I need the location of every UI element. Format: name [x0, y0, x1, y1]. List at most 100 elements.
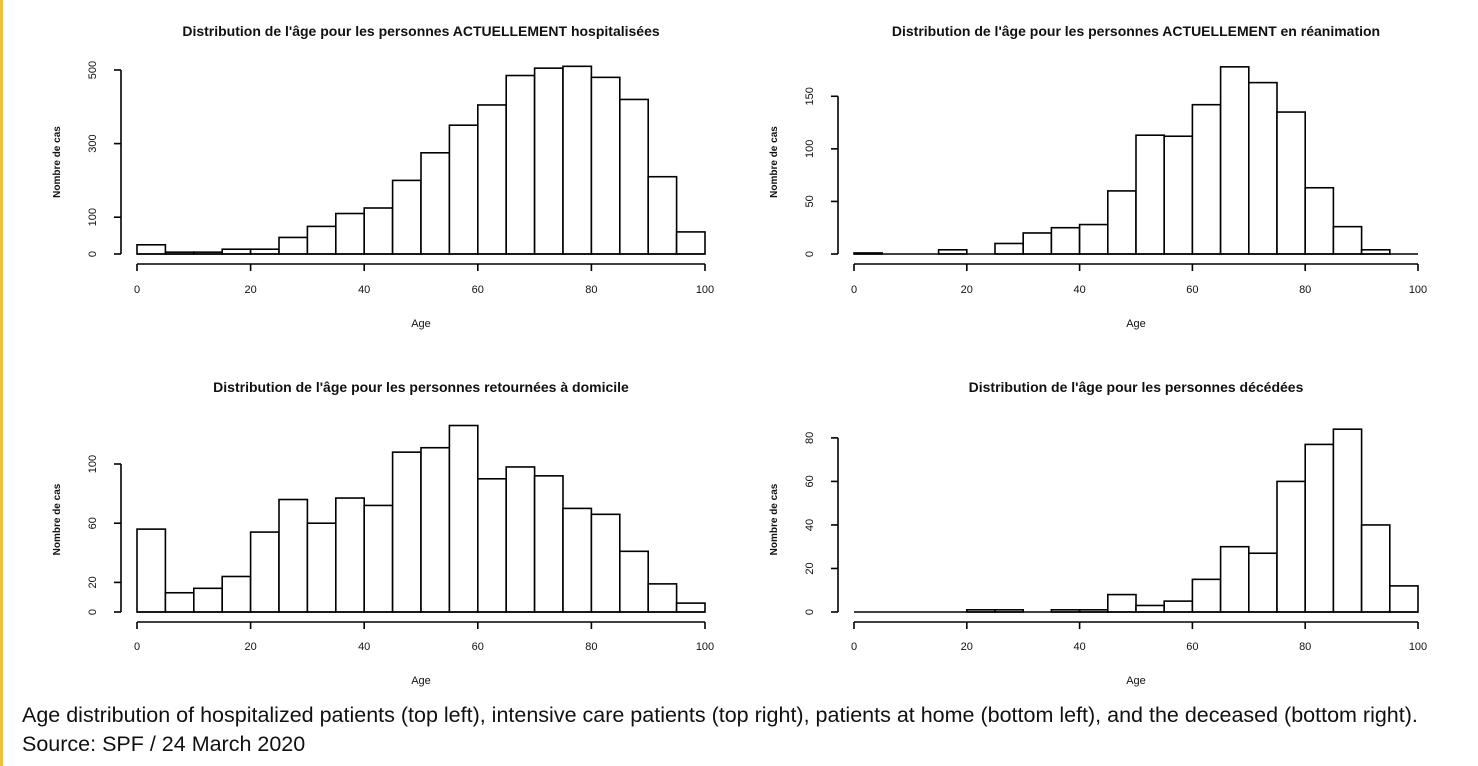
histogram-bar: [420, 446, 451, 613]
y-axis-label: Nombre de cas: [52, 483, 63, 555]
histogram-panel-3: Distribution de l'âge pour les personnes…: [52, 379, 714, 687]
chart-title: Distribution de l'âge pour les personnes…: [182, 23, 660, 39]
histogram-bar: [1022, 232, 1053, 255]
x-axis-label: Age: [1126, 318, 1146, 330]
x-tick-label: 20: [244, 284, 256, 296]
y-axis-label: Nombre de cas: [769, 126, 780, 198]
y-tick-label: 60: [804, 475, 816, 487]
histogram-bar: [562, 65, 593, 255]
histogram-panel-4: Distribution de l'âge pour les personnes…: [769, 379, 1427, 687]
histogram-bar: [1191, 103, 1222, 255]
y-tick-label: 40: [804, 519, 816, 531]
histogram-bar: [590, 513, 621, 613]
histogram-bar: [562, 507, 593, 613]
histogram-bar: [391, 451, 422, 613]
histogram-bar: [363, 504, 394, 613]
y-tick-label: 50: [804, 195, 816, 207]
histogram-bar: [675, 231, 706, 255]
histogram-bar: [1360, 524, 1391, 613]
histogram-bar: [1219, 66, 1250, 255]
histogram-bar: [1107, 190, 1137, 255]
histogram-bar: [1276, 480, 1307, 613]
x-tick-label: 60: [472, 641, 484, 653]
histogram-bar: [618, 98, 649, 255]
y-tick-label: 60: [87, 517, 99, 529]
histogram-bar: [1332, 225, 1363, 255]
histogram-bar: [1107, 593, 1137, 613]
histogram-bar: [164, 591, 195, 613]
histogram-bar: [1163, 600, 1194, 613]
histogram-bar: [278, 498, 309, 613]
y-tick-label: 0: [804, 251, 816, 257]
y-tick-label: 20: [87, 576, 99, 588]
x-tick-label: 0: [134, 284, 140, 296]
y-tick-label: 20: [804, 562, 816, 574]
x-tick-label: 40: [1073, 641, 1085, 653]
histogram-bar: [306, 225, 337, 255]
histogram-bar: [1050, 226, 1081, 255]
x-tick-label: 60: [1186, 641, 1198, 653]
y-tick-label: 0: [804, 609, 816, 615]
histogram-panel-2: Distribution de l'âge pour les personnes…: [769, 23, 1427, 330]
histogram-bar: [476, 104, 507, 255]
histogram-bar: [476, 477, 507, 613]
histogram-bar: [1191, 578, 1222, 613]
y-tick-label: 150: [804, 87, 816, 105]
chart-title: Distribution de l'âge pour les personnes…: [969, 379, 1304, 395]
x-tick-label: 40: [358, 641, 370, 653]
histogram-bar: [1163, 135, 1194, 255]
histogram-bar: [1276, 111, 1307, 255]
histogram-bar: [221, 575, 252, 613]
histogram-bar: [136, 528, 167, 613]
left-accent-bar: [0, 0, 3, 766]
histogram-bar: [1332, 428, 1363, 613]
y-tick-label: 300: [87, 134, 99, 152]
x-tick-label: 0: [134, 641, 140, 653]
histogram-bar: [647, 175, 678, 255]
histogram-bar: [363, 207, 394, 255]
histogram-bar: [1248, 81, 1278, 255]
histogram-bar: [505, 466, 536, 613]
y-axis-label: Nombre de cas: [769, 483, 780, 555]
y-tick-label: 100: [87, 455, 99, 473]
chart-title: Distribution de l'âge pour les personnes…: [892, 23, 1380, 39]
histogram-bar: [391, 179, 422, 255]
x-tick-label: 80: [1299, 284, 1311, 296]
x-tick-label: 80: [585, 284, 597, 296]
x-tick-label: 80: [1299, 641, 1311, 653]
x-tick-label: 60: [472, 284, 484, 296]
histogram-bar: [136, 244, 167, 255]
x-tick-label: 100: [696, 641, 714, 653]
histogram-bar: [1135, 604, 1166, 613]
x-tick-label: 60: [1186, 284, 1198, 296]
histogram-bar: [448, 424, 479, 613]
histogram-bar: [505, 74, 536, 255]
histogram-bar: [278, 236, 309, 255]
x-tick-label: 0: [851, 284, 857, 296]
chart-title: Distribution de l'âge pour les personnes…: [213, 379, 629, 395]
histogram-bar: [249, 531, 280, 613]
x-tick-label: 0: [851, 641, 857, 653]
x-tick-label: 40: [358, 284, 370, 296]
y-tick-label: 0: [87, 609, 99, 615]
x-tick-label: 20: [961, 284, 973, 296]
x-tick-label: 40: [1073, 284, 1085, 296]
histogram-bar: [448, 124, 479, 255]
histogram-bar: [533, 475, 564, 613]
y-tick-label: 500: [87, 61, 99, 79]
x-axis-label: Age: [1126, 675, 1146, 687]
histogram-bar: [1135, 134, 1166, 255]
histogram-bar: [647, 583, 678, 613]
y-tick-label: 0: [87, 251, 99, 257]
histogram-bar: [1304, 443, 1335, 613]
histogram-bar: [618, 550, 649, 613]
histogram-bar: [334, 212, 365, 255]
histogram-bar: [590, 76, 621, 255]
x-tick-label: 100: [1409, 641, 1427, 653]
histogram-bar: [675, 602, 706, 613]
histogram-bar: [334, 497, 365, 613]
histogram-panel-1: Distribution de l'âge pour les personnes…: [52, 23, 714, 330]
y-tick-label: 100: [804, 140, 816, 158]
x-tick-label: 100: [696, 284, 714, 296]
histogram-bar: [420, 152, 451, 255]
